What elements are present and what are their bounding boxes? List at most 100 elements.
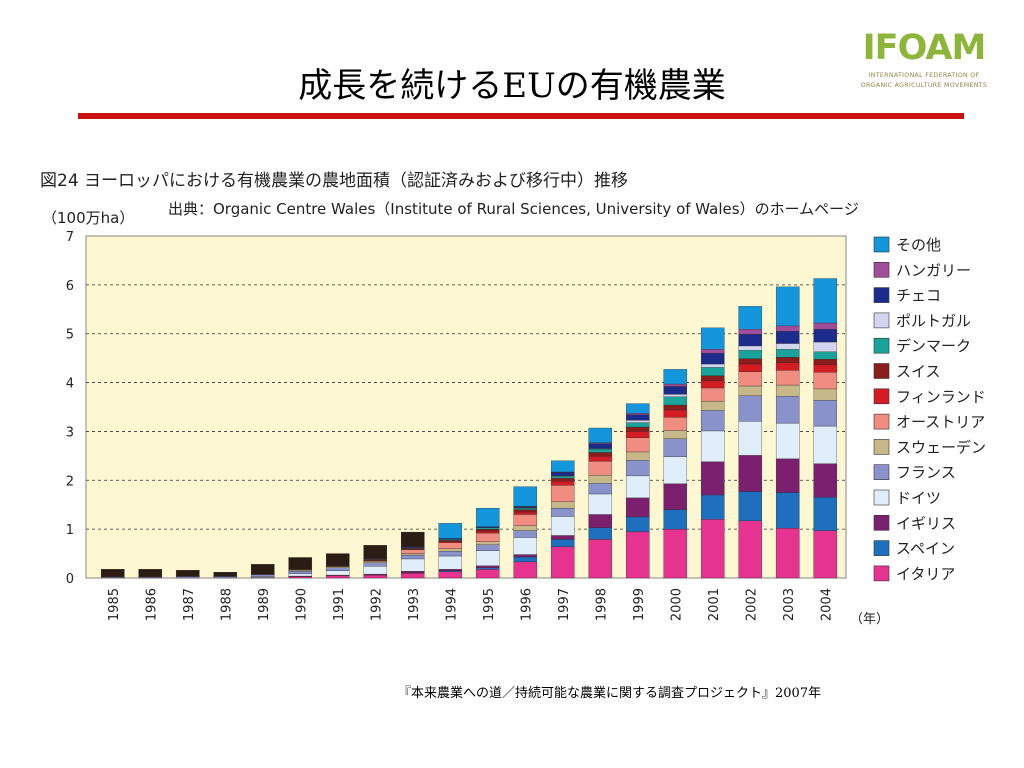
bar-segment — [813, 278, 838, 324]
bar-segment — [475, 530, 500, 534]
bar-segment — [700, 400, 725, 411]
x-tick-label: 1986 — [144, 588, 159, 621]
bar-segment — [813, 425, 838, 464]
bar-segment — [400, 572, 425, 579]
legend-swatch — [873, 565, 890, 582]
bar-segment — [363, 562, 388, 567]
bar-segment — [438, 548, 463, 552]
bar-segment — [775, 528, 800, 579]
legend-label: ハンガリー — [896, 261, 971, 279]
legend-label: その他 — [896, 236, 941, 254]
bar-segment — [325, 567, 350, 571]
x-tick-label: 2004 — [819, 588, 834, 621]
bar-segment — [700, 430, 725, 462]
bar-segment — [513, 511, 538, 515]
x-tick-label: 1998 — [594, 588, 609, 621]
bar-segment — [438, 550, 463, 557]
bar-segment — [775, 362, 800, 371]
x-tick-label: 2002 — [744, 588, 759, 621]
legend-label: スウェーデン — [896, 438, 986, 456]
bar-segment — [588, 539, 613, 579]
bar-segment — [513, 530, 538, 538]
bar-segment — [550, 472, 575, 477]
bar-segment — [738, 520, 763, 579]
bar-segment — [475, 532, 500, 542]
bar-segment — [325, 553, 350, 566]
legend-swatch — [873, 287, 890, 303]
bar-segment — [775, 331, 800, 344]
legend-label: イギリス — [896, 514, 956, 532]
bar-segment — [663, 483, 688, 510]
bar-segment — [625, 451, 650, 461]
bar-segment — [813, 463, 838, 498]
bar-segment — [513, 514, 538, 526]
y-tick-label: 0 — [66, 572, 74, 587]
legend-label: ドイツ — [896, 489, 941, 507]
x-tick-label: 1995 — [482, 588, 497, 621]
bar-segment — [775, 422, 800, 459]
bar-segment — [588, 452, 613, 457]
bar-segment — [775, 325, 800, 332]
bar-segment — [700, 387, 725, 402]
bar-segment — [625, 414, 650, 421]
bar-segment — [663, 456, 688, 484]
bar-segment — [513, 507, 538, 510]
bar-segment — [625, 516, 650, 532]
bar-segment — [438, 540, 463, 542]
bar-segment — [738, 306, 763, 330]
x-tick-label: 1990 — [294, 588, 309, 621]
x-tick-label: 1985 — [107, 588, 122, 621]
bar-segment — [288, 571, 313, 574]
y-tick-label: 6 — [66, 279, 74, 294]
bar-segment — [813, 497, 838, 531]
bar-segment — [588, 448, 613, 453]
bar-segment — [625, 475, 650, 499]
legend-swatch — [873, 261, 890, 278]
bar-segment — [400, 554, 425, 560]
bar-segment — [250, 574, 275, 577]
legend-swatch — [873, 489, 890, 506]
bar-segment — [700, 363, 725, 368]
x-tick-label: 1987 — [182, 588, 197, 621]
bar-segment — [700, 375, 725, 381]
slide-footer: 『本来農業への道／持続可能な農業に関する調査プロジェクト』2007年 — [398, 686, 822, 701]
bar-segment — [438, 542, 463, 549]
bar-segment — [588, 514, 613, 528]
x-tick-label: 1989 — [257, 588, 272, 621]
bar-segment — [288, 576, 313, 579]
bar-segment — [400, 549, 425, 554]
bar-segment — [475, 507, 500, 527]
x-axis-label: （年） — [850, 612, 889, 627]
y-tick-label: 5 — [66, 328, 74, 343]
bar-segment — [663, 430, 688, 439]
bar-segment — [663, 396, 688, 406]
bar-segment — [775, 286, 800, 327]
logo-line-1: INTERNATIONAL FEDERATION OF — [868, 72, 980, 79]
bar-segment — [588, 483, 613, 495]
legend-label: スイス — [896, 363, 941, 381]
bar-segment — [550, 476, 575, 479]
bar-segment — [738, 358, 763, 365]
x-tick-label: 1992 — [369, 588, 384, 621]
bar-segment — [663, 404, 688, 411]
bar-segment — [475, 527, 500, 530]
bar-segment — [663, 394, 688, 397]
legend-label: チェコ — [896, 287, 941, 305]
bar-segment — [588, 493, 613, 515]
legend-swatch — [873, 388, 890, 405]
bar-segment — [813, 358, 838, 365]
bar-segment — [550, 546, 575, 579]
legend-swatch — [873, 514, 890, 531]
bar-segment — [475, 569, 500, 579]
bar-segment — [175, 570, 200, 577]
bar-segment — [738, 455, 763, 492]
bar-segment — [550, 535, 575, 540]
legend-label: デンマーク — [896, 337, 971, 355]
bar-segment — [363, 561, 388, 564]
bar-segment — [438, 571, 463, 579]
y-tick-label: 3 — [66, 425, 74, 440]
y-tick-label: 4 — [66, 377, 74, 392]
logo-wordmark: IFOAM — [862, 28, 987, 68]
x-tick-label: 1994 — [444, 588, 459, 621]
bar-segment — [700, 410, 725, 432]
